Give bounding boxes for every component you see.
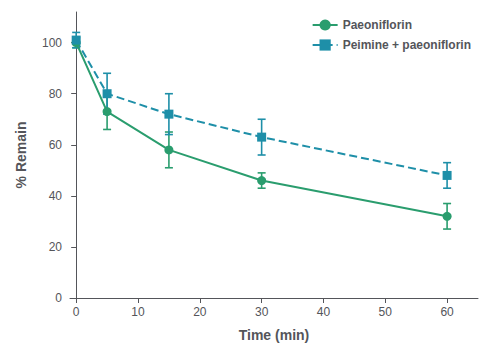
svg-text:0: 0 (55, 291, 62, 305)
svg-text:60: 60 (49, 138, 63, 152)
svg-text:40: 40 (49, 189, 63, 203)
svg-text:% Remain: % Remain (13, 122, 29, 189)
svg-text:20: 20 (49, 240, 63, 254)
svg-text:50: 50 (379, 305, 393, 319)
svg-text:Paeoniflorin: Paeoniflorin (343, 18, 412, 32)
svg-text:30: 30 (255, 305, 269, 319)
svg-text:10: 10 (131, 305, 145, 319)
svg-text:20: 20 (193, 305, 207, 319)
svg-text:Peimine + paeoniflorin: Peimine + paeoniflorin (343, 38, 471, 52)
svg-text:40: 40 (317, 305, 331, 319)
svg-text:60: 60 (440, 305, 454, 319)
svg-text:0: 0 (73, 305, 80, 319)
svg-text:80: 80 (49, 87, 63, 101)
svg-text:Time (min): Time (min) (239, 327, 310, 343)
svg-text:100: 100 (42, 36, 62, 50)
